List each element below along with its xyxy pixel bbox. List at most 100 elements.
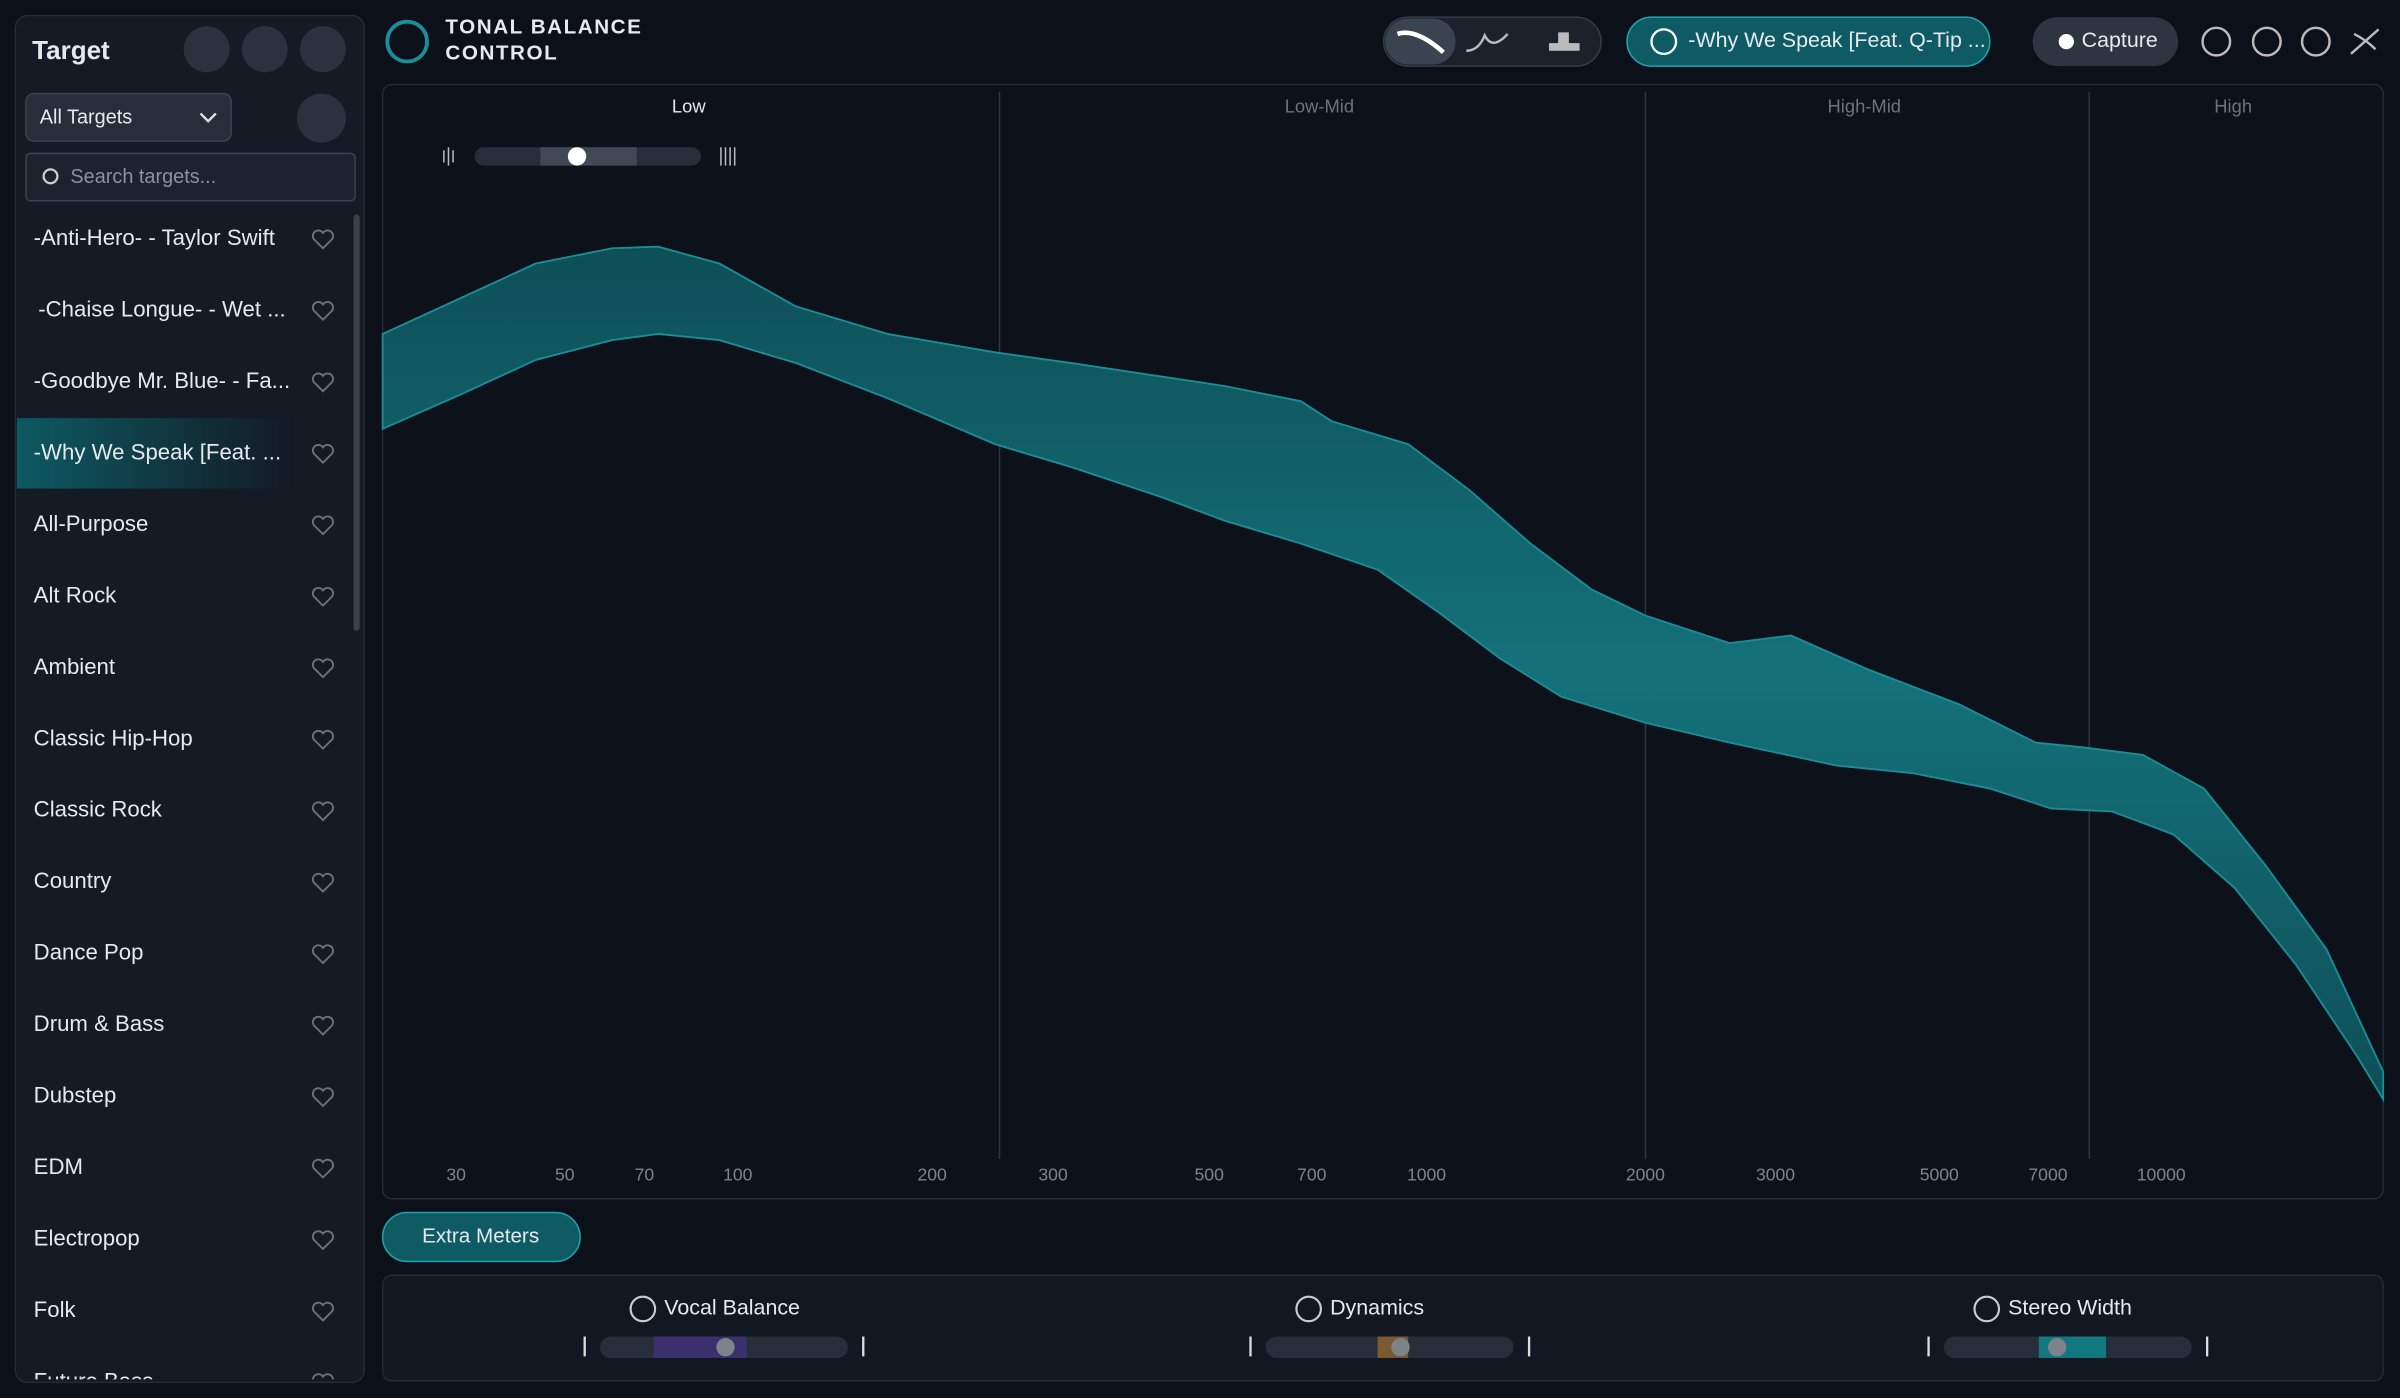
meter-indicator <box>716 1338 735 1357</box>
band-label: Low <box>672 95 706 116</box>
extra-meters-button[interactable] <box>381 1211 581 1263</box>
target-item[interactable]: Country <box>34 868 113 893</box>
favorite-icon[interactable] <box>311 229 334 250</box>
favorite-icon[interactable] <box>311 872 334 893</box>
meter-title: Dynamics <box>1330 1296 1424 1320</box>
settings-button[interactable] <box>2201 26 2232 57</box>
selected-row <box>16 418 293 489</box>
sidebar-title: Target <box>32 35 110 65</box>
favorite-icon[interactable] <box>311 729 334 750</box>
help-button[interactable] <box>2251 26 2282 57</box>
meter-indicator <box>1391 1338 1410 1357</box>
target-item[interactable]: Future Bass <box>34 1369 154 1394</box>
favorite-icon[interactable] <box>311 801 334 822</box>
target-list: -Anti-Hero- - Taylor Swift -Chaise Longue… <box>34 225 334 1394</box>
capture-label: Capture <box>2082 28 2158 52</box>
frequency-label: 30 <box>446 1164 466 1184</box>
favorite-icon[interactable] <box>311 658 334 679</box>
favorite-icon[interactable] <box>311 1015 334 1036</box>
meters-panel <box>381 1274 2384 1382</box>
favorite-icon[interactable] <box>311 1373 334 1392</box>
meter-end-icons <box>1249 1336 1531 1357</box>
frequency-label: 3000 <box>1756 1164 1795 1184</box>
meter-title: Stereo Width <box>2008 1296 2132 1320</box>
favorite-icon[interactable] <box>311 515 334 536</box>
search-box[interactable] <box>25 152 356 202</box>
meter-icon <box>1973 1295 2001 1323</box>
scrollbar <box>353 214 360 631</box>
target-item[interactable]: All-Purpose <box>34 511 149 536</box>
target-item[interactable]: Ambient <box>34 654 115 679</box>
capture-button[interactable] <box>2032 17 2179 67</box>
capture-dot <box>2058 33 2074 50</box>
favorite-icon[interactable] <box>311 1158 334 1179</box>
favorites-button[interactable] <box>296 93 346 143</box>
spectrum-panel <box>381 83 2384 1200</box>
frequency-label: 2000 <box>1626 1164 1665 1184</box>
target-item[interactable]: -Chaise Longue- - Wet ... <box>38 296 285 321</box>
frequency-label: 700 <box>1297 1164 1327 1184</box>
frequency-label: 100 <box>723 1164 753 1184</box>
meter-icon <box>629 1295 657 1323</box>
meters: Vocal Balance Dynamics Stereo Width <box>583 1295 2209 1358</box>
favorite-icon[interactable] <box>311 944 334 965</box>
favorite-icon[interactable] <box>311 586 334 607</box>
frequency-label: 70 <box>635 1164 655 1184</box>
app-name: TONAL BALANCE <box>445 15 642 38</box>
favorite-icon[interactable] <box>311 444 334 464</box>
meter-end-icons <box>583 1336 865 1357</box>
favorite-icon[interactable] <box>311 372 334 393</box>
extra-meters-label: Extra Meters <box>422 1224 539 1247</box>
target-item[interactable]: -Anti-Hero- - Taylor Swift <box>34 225 275 250</box>
target-item[interactable]: Classic Hip-Hop <box>34 725 193 750</box>
meter-icon <box>1295 1295 1322 1323</box>
target-item[interactable]: Electropop <box>34 1226 140 1251</box>
search-icon <box>42 168 59 185</box>
dropdown-arrow <box>199 112 217 123</box>
view-broad[interactable] <box>1385 18 1456 65</box>
target-item[interactable]: -Goodbye Mr. Blue- - Fa... <box>34 368 290 393</box>
meter-indicator <box>2047 1338 2067 1357</box>
target-item[interactable]: Drum & Bass <box>34 1011 165 1036</box>
target-icon <box>1650 28 1678 55</box>
frequency-label: 200 <box>917 1164 947 1184</box>
frequency-label: 500 <box>1195 1164 1225 1184</box>
logo <box>385 19 429 64</box>
frequency-label: 5000 <box>1920 1164 1959 1184</box>
dropdown[interactable] <box>25 92 232 142</box>
dropdown-label: All Targets <box>40 106 132 128</box>
smoothing-knob[interactable] <box>567 147 587 166</box>
favorite-icon[interactable] <box>311 1230 334 1251</box>
target-button[interactable] <box>300 26 346 73</box>
izotope-button[interactable] <box>2350 28 2380 55</box>
band-label: Low-Mid <box>1285 95 1354 116</box>
target-item[interactable]: Alt Rock <box>34 582 118 607</box>
favorite-icon[interactable] <box>311 301 334 322</box>
list-button[interactable] <box>241 26 288 73</box>
view-crest-icon[interactable] <box>1548 32 1580 51</box>
favorite-icon[interactable] <box>311 1301 334 1322</box>
band-label: High-Mid <box>1828 95 1901 116</box>
target-item[interactable]: EDM <box>34 1154 83 1179</box>
sidebar <box>14 14 366 1384</box>
target-chip[interactable] <box>1626 16 1991 67</box>
view-fine-icon[interactable] <box>1466 32 1509 53</box>
delete-button[interactable] <box>183 26 230 73</box>
target-item[interactable]: Classic Rock <box>34 797 163 822</box>
favorite-icon[interactable] <box>311 1087 334 1108</box>
frequency-label: 300 <box>1038 1164 1068 1184</box>
target-item[interactable]: Dubstep <box>34 1083 117 1108</box>
target-item[interactable]: -Why We Speak [Feat. ... <box>34 439 281 464</box>
band-label: High <box>2214 95 2252 116</box>
smoothing-range <box>540 147 637 166</box>
target-item[interactable]: Dance Pop <box>34 940 144 965</box>
frequency-label: 7000 <box>2028 1164 2067 1184</box>
chat-button[interactable] <box>2300 26 2331 57</box>
frequency-label: 50 <box>555 1164 575 1184</box>
target-range-band <box>381 245 2385 1103</box>
frequency-label: 1000 <box>1407 1164 1446 1184</box>
meter-end-icons <box>1927 1336 2209 1357</box>
target-item[interactable]: Folk <box>34 1297 77 1322</box>
